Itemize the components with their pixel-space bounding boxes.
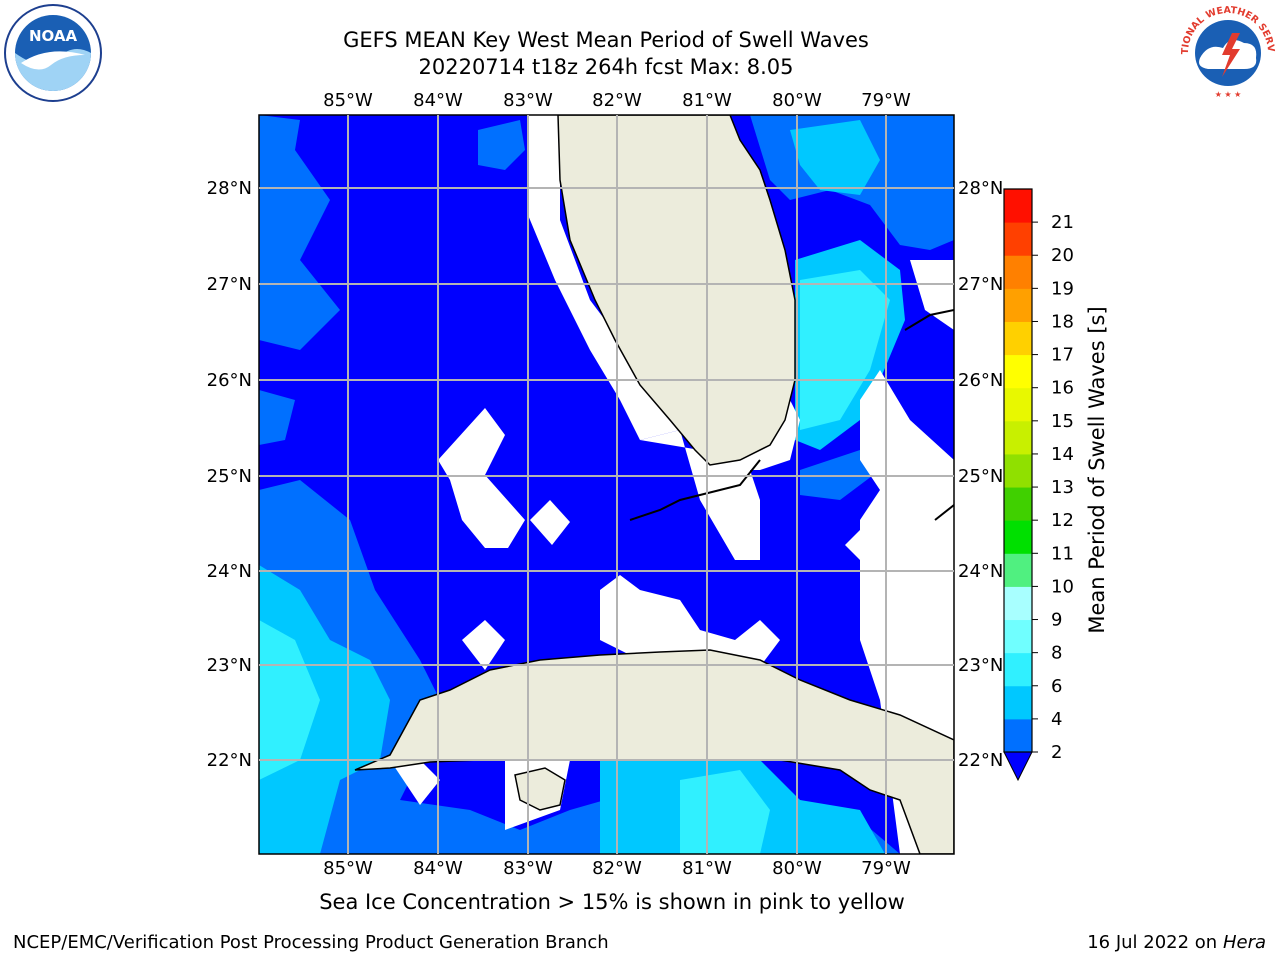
lon-label: 84°W [413,858,463,879]
lat-label: 22°N [958,750,1003,771]
colorbar: 2 4 6 8 9 10 11 12 13 14 15 16 17 18 19 20 21 [1003,188,1074,782]
colorbar-tick-label: 6 [1051,676,1062,697]
nws-logo: NATIONAL WEATHER SERVICE ★ ★ ★ [1178,3,1276,100]
colorbar-tick-label: 10 [1051,576,1074,597]
lat-label: 26°N [207,370,252,391]
colorbar-tick-label: 21 [1051,212,1074,233]
colorbar-tick-label: 17 [1051,345,1074,366]
map-plot-area [259,115,954,854]
lon-labels-top: 85°W 84°W 83°W 82°W 81°W 80°W 79°W [323,90,911,111]
lon-label: 82°W [592,858,642,879]
footer-branch: NCEP/EMC/Verification Post Processing Pr… [13,932,609,953]
colorbar-swatch [1004,387,1032,422]
colorbar-swatch [1004,321,1032,356]
lat-label: 27°N [207,274,252,295]
lon-label: 85°W [323,858,373,879]
colorbar-tick-label: 9 [1051,610,1062,631]
lat-label: 28°N [958,178,1003,199]
lat-label: 26°N [958,370,1003,391]
lon-label: 79°W [861,858,911,879]
lat-label: 24°N [207,561,252,582]
colorbar-swatch [1004,222,1032,256]
colorbar-swatch [1004,453,1032,488]
colorbar-tick-label: 8 [1051,643,1062,664]
lat-label: 24°N [958,561,1003,582]
colorbar-swatch [1004,619,1032,654]
colorbar-swatch [1004,288,1032,322]
colorbar-tick-label: 20 [1051,245,1074,266]
lat-label: 23°N [207,655,252,676]
colorbar-swatch [1004,586,1032,621]
lon-label: 83°W [503,90,553,111]
colorbar-tick-label: 11 [1051,543,1074,564]
lon-label: 82°W [592,90,642,111]
footer-date: 16 Jul 2022 on Hera [1087,932,1266,953]
colorbar-tick-label: 14 [1051,444,1074,465]
colorbar-tick-label: 16 [1051,378,1074,399]
lat-label: 23°N [958,655,1003,676]
lon-label: 80°W [772,858,822,879]
colorbar-tick-label: 13 [1051,477,1074,498]
lon-label: 84°W [413,90,463,111]
lat-label: 27°N [958,274,1003,295]
chart-title: GEFS MEAN Key West Mean Period of Swell … [343,28,869,52]
chart-subtitle: 20220714 t18z 264h fcst Max: 8.05 [418,55,794,79]
colorbar-swatch [1004,487,1032,521]
colorbar-tick-label: 18 [1051,311,1074,332]
lon-label: 80°W [772,90,822,111]
colorbar-swatch [1004,718,1032,753]
lon-label: 83°W [503,858,553,879]
colorbar-tick-label: 2 [1051,742,1062,763]
colorbar-tick-label: 4 [1051,709,1062,730]
colorbar-tick-label: 15 [1051,411,1074,432]
colorbar-tick-label: 19 [1051,278,1074,299]
lon-label: 79°W [861,90,911,111]
lat-labels-left: 28°N 27°N 26°N 25°N 24°N 23°N 22°N [207,178,252,771]
lon-label: 85°W [323,90,373,111]
noaa-logo: NOAA [4,4,102,102]
lon-labels-bottom: 85°W 84°W 83°W 82°W 81°W 80°W 79°W [323,858,911,879]
colorbar-swatch [1004,189,1032,223]
lon-label: 81°W [682,858,732,879]
florida-keys [629,459,761,521]
colorbar-swatch [1004,420,1032,455]
lat-label: 22°N [207,750,252,771]
svg-text:NOAA: NOAA [29,27,78,45]
colorbar-swatch [1004,652,1032,687]
lat-label: 25°N [207,466,252,487]
colorbar-swatch [1004,354,1032,389]
graticule [259,115,954,854]
caption: Sea Ice Concentration > 15% is shown in … [319,890,905,914]
colorbar-swatch [1004,520,1032,554]
colorbar-swatch [1004,255,1032,289]
bahamas-coast [934,504,954,521]
lon-label: 81°W [682,90,732,111]
map-frame [258,114,955,855]
lat-labels-right: 28°N 27°N 26°N 25°N 24°N 23°N 22°N [958,178,1003,771]
svg-text:★ ★ ★: ★ ★ ★ [1215,90,1242,99]
lat-label: 25°N [958,466,1003,487]
colorbar-tick-label: 12 [1051,510,1074,531]
lat-label: 28°N [207,178,252,199]
colorbar-swatch [1004,685,1032,720]
grand-bahama-coast [904,309,954,331]
colorbar-swatch [1004,553,1032,587]
colorbar-under-arrow [1003,751,1033,782]
swell-field-6-8 [259,270,890,854]
